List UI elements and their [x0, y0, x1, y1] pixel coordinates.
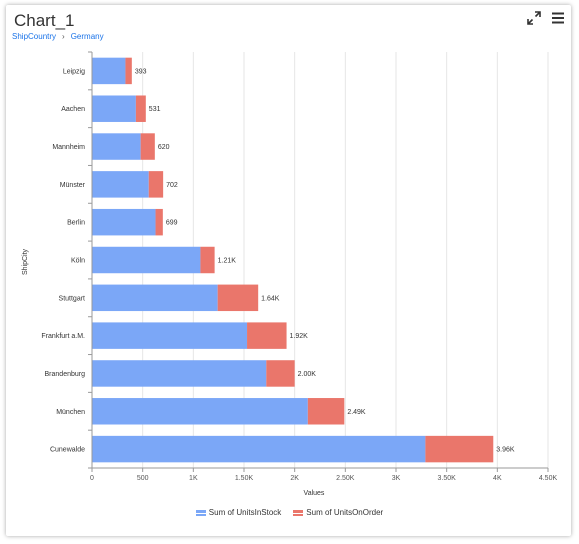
bar-units-in-stock[interactable] — [92, 171, 149, 198]
y-category-label: Brandenburg — [45, 371, 86, 378]
x-tick-label: 2.50K — [336, 475, 355, 482]
bar-units-on-order[interactable] — [135, 95, 146, 122]
x-tick-label: 3.50K — [438, 475, 457, 482]
y-category-label: Münster — [60, 182, 86, 189]
bar-data-label: 3.96K — [496, 447, 515, 454]
bar-data-label: 699 — [166, 220, 178, 227]
breadcrumb: ShipCountry › Germany — [12, 32, 104, 41]
bar-data-label: 2.00K — [298, 371, 317, 378]
bar-units-on-order[interactable] — [247, 322, 287, 349]
bar-units-in-stock[interactable] — [92, 208, 156, 236]
hamburger-menu-icon[interactable] — [551, 11, 565, 25]
x-tick-label: 4K — [493, 475, 502, 482]
bar-units-on-order[interactable] — [140, 133, 155, 160]
axes: 0 500 1K 1.50K 2K 2.50K 3K 3.50K 4K 4.50K Leipzig A… — [41, 51, 558, 482]
bar-units-on-order[interactable] — [148, 171, 164, 198]
breadcrumb-current: Germany — [70, 32, 104, 41]
y-category-label: München — [56, 409, 85, 416]
bar-data-label: 1.64K — [261, 295, 280, 302]
chevron-right-icon: › — [62, 32, 65, 41]
chart-title: Chart_1 — [14, 11, 75, 30]
x-tick-label: 500 — [137, 475, 149, 482]
y-category-label: Köln — [71, 258, 85, 265]
bar-units-on-order[interactable] — [266, 360, 295, 387]
bar-units-in-stock[interactable] — [92, 95, 136, 122]
bar-units-in-stock[interactable] — [92, 246, 201, 274]
bar-data-label: 1.92K — [290, 333, 309, 340]
x-tick-label: 1.50K — [235, 475, 254, 482]
y-category-label: Aachen — [61, 106, 85, 113]
legend-label-order: Sum of UnitsOnOrder — [306, 508, 384, 517]
toolbar — [527, 11, 565, 25]
bars — [92, 57, 494, 463]
bar-units-on-order[interactable] — [155, 208, 163, 236]
y-category-label: Cunewalde — [50, 447, 85, 454]
bar-units-on-order[interactable] — [200, 246, 215, 274]
bar-units-in-stock[interactable] — [92, 360, 267, 387]
x-axis-title: Values — [304, 490, 325, 497]
legend-swatch-stock — [195, 509, 206, 516]
bar-data-label: 702 — [166, 182, 178, 189]
y-axis-title: ShipCity — [22, 248, 29, 275]
x-tick-label: 0 — [90, 475, 94, 482]
legend-item-order[interactable]: Sum of UnitsOnOrder — [293, 508, 383, 517]
expand-icon[interactable] — [527, 11, 541, 25]
y-category-label: Leipzig — [63, 68, 85, 75]
bar-units-in-stock[interactable] — [92, 435, 426, 463]
legend-label-stock: Sum of UnitsInStock — [208, 508, 282, 517]
x-tick-label: 4.50K — [539, 475, 558, 482]
bar-units-in-stock[interactable] — [92, 57, 126, 85]
breadcrumb-root-link[interactable]: ShipCountry — [12, 32, 57, 41]
bar-data-label: 1.21K — [218, 258, 237, 265]
x-tick-label: 1K — [189, 475, 198, 482]
x-tick-label: 3K — [392, 475, 401, 482]
bar-units-in-stock[interactable] — [92, 133, 141, 160]
data-labels: 393 531 620 702 699 1.21K 1.64K 1.92K 2.00K 2.49K… — [135, 68, 515, 453]
legend: Sum of UnitsInStock Sum of UnitsOnOrder — [0, 508, 579, 517]
y-category-label: Mannheim — [52, 144, 85, 151]
bar-units-on-order[interactable] — [307, 398, 345, 425]
x-tick-label: 2K — [290, 475, 299, 482]
bar-data-label: 2.49K — [347, 409, 366, 416]
bar-data-label: 620 — [158, 144, 170, 151]
bar-data-label: 531 — [149, 106, 161, 113]
bar-units-on-order[interactable] — [125, 57, 132, 85]
bar-units-in-stock[interactable] — [92, 322, 248, 349]
bar-data-label: 393 — [135, 68, 147, 75]
bar-units-in-stock[interactable] — [92, 284, 218, 312]
legend-swatch-order — [293, 509, 304, 516]
bar-units-on-order[interactable] — [425, 435, 494, 463]
y-category-label: Stuttgart — [59, 295, 86, 302]
bar-units-on-order[interactable] — [217, 284, 259, 312]
bar-units-in-stock[interactable] — [92, 398, 308, 425]
y-category-label: Frankfurt a.M. — [41, 333, 85, 340]
legend-item-stock[interactable]: Sum of UnitsInStock — [195, 508, 282, 517]
y-category-label: Berlin — [67, 220, 85, 227]
